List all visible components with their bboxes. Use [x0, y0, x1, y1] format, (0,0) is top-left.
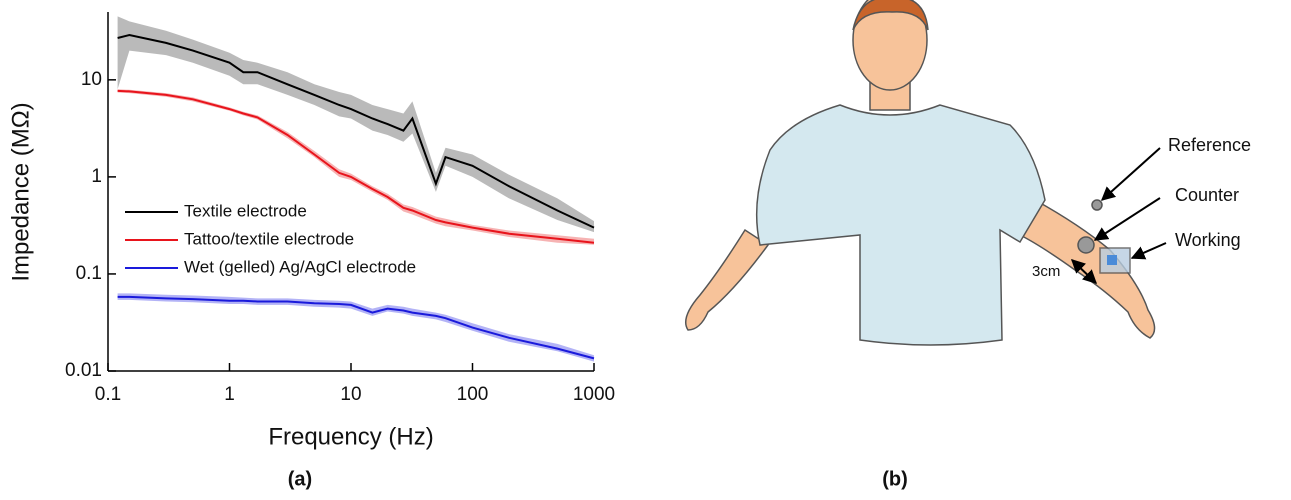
- arrow: [1093, 197, 1161, 241]
- caption-a: (a): [288, 468, 312, 490]
- x-tick-label: 100: [457, 384, 489, 405]
- hair: [852, 0, 929, 31]
- distance-label: 3cm: [1032, 263, 1060, 280]
- arrow: [1130, 242, 1167, 260]
- working-pad: [1107, 255, 1117, 265]
- counter-label: Counter: [1175, 185, 1239, 205]
- error-band: [117, 293, 594, 362]
- working-label: Working: [1175, 230, 1241, 250]
- x-tick-label: 1: [224, 384, 235, 405]
- arrow: [1100, 147, 1161, 201]
- caption-b: (b): [882, 468, 908, 490]
- y-axis-label: Impedance (MΩ): [7, 102, 34, 281]
- counter-electrode: [1077, 236, 1095, 254]
- distance-arrow: [1070, 259, 1098, 284]
- legend-label: Wet (gelled) Ag/AgCl electrode: [184, 257, 416, 276]
- chart: 0.01 0.1 1 10 0.1 1 10 100 1000 Textile electrode…: [65, 12, 615, 405]
- line: [117, 295, 595, 360]
- line: [117, 33, 595, 229]
- person-illustration: [685, 0, 1156, 346]
- legend-label: Tattoo/textile electrode: [184, 229, 354, 248]
- legend-label: Textile electrode: [184, 201, 307, 220]
- y-tick-label: 10: [81, 69, 102, 90]
- left-arm: [685, 228, 770, 331]
- y-tick-label: 1: [91, 166, 102, 187]
- reference-label: Reference: [1168, 135, 1251, 155]
- x-tick-label: 0.1: [95, 384, 121, 405]
- shirt: [755, 104, 1046, 346]
- head: [852, 0, 928, 91]
- x-tick-label: 1000: [573, 384, 615, 405]
- line: [117, 89, 595, 244]
- error-band: [117, 16, 594, 233]
- y-tick-label: 0.1: [76, 263, 102, 284]
- y-tick-label: 0.01: [65, 360, 102, 381]
- x-tick-label: 10: [340, 384, 361, 405]
- diagram-arrows: [1070, 147, 1167, 284]
- x-axis-label: Frequency (Hz): [268, 423, 433, 450]
- reference-electrode: [1091, 199, 1103, 211]
